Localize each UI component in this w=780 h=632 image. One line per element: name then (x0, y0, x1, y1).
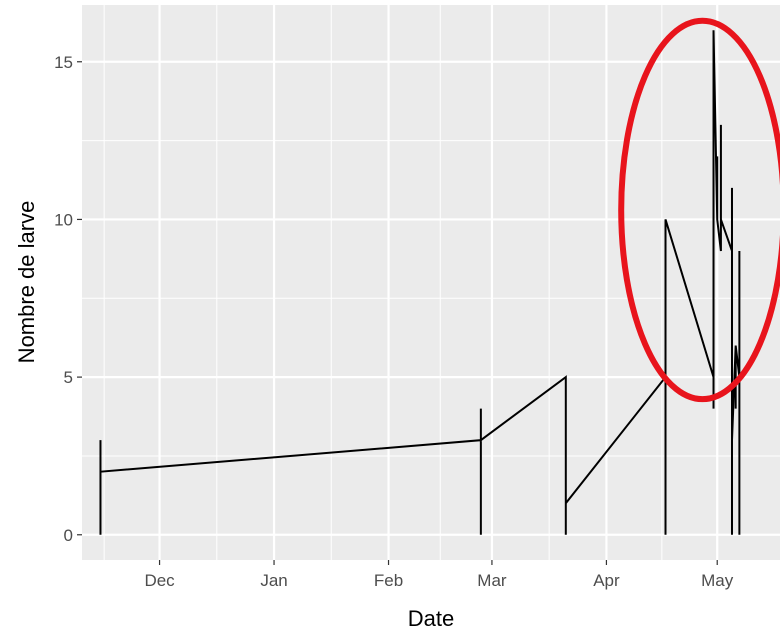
y-tick-label: 15 (54, 53, 73, 72)
series-line (99, 30, 741, 535)
x-axis-title: Date (408, 606, 454, 631)
highlight-ellipse (618, 17, 780, 403)
y-axis-title: Nombre de larve (14, 201, 39, 364)
y-tick-label: 0 (64, 526, 73, 545)
plot-panel (82, 5, 780, 560)
minor-gridlines (82, 5, 780, 560)
x-tick-label: Feb (374, 571, 403, 590)
x-tick-label: May (701, 571, 734, 590)
y-tick-label: 5 (64, 368, 73, 387)
y-axis: 0 5 10 15 (54, 53, 82, 545)
x-tick-label: Apr (593, 571, 620, 590)
x-tick-label: Dec (144, 571, 175, 590)
x-tick-label: Jan (260, 571, 287, 590)
y-tick-label: 10 (54, 210, 73, 229)
annotation-layer (618, 17, 780, 403)
series-layer (99, 30, 741, 535)
x-tick-label: Mar (477, 571, 507, 590)
x-axis: Dec Jan Feb Mar Apr May (144, 560, 734, 590)
